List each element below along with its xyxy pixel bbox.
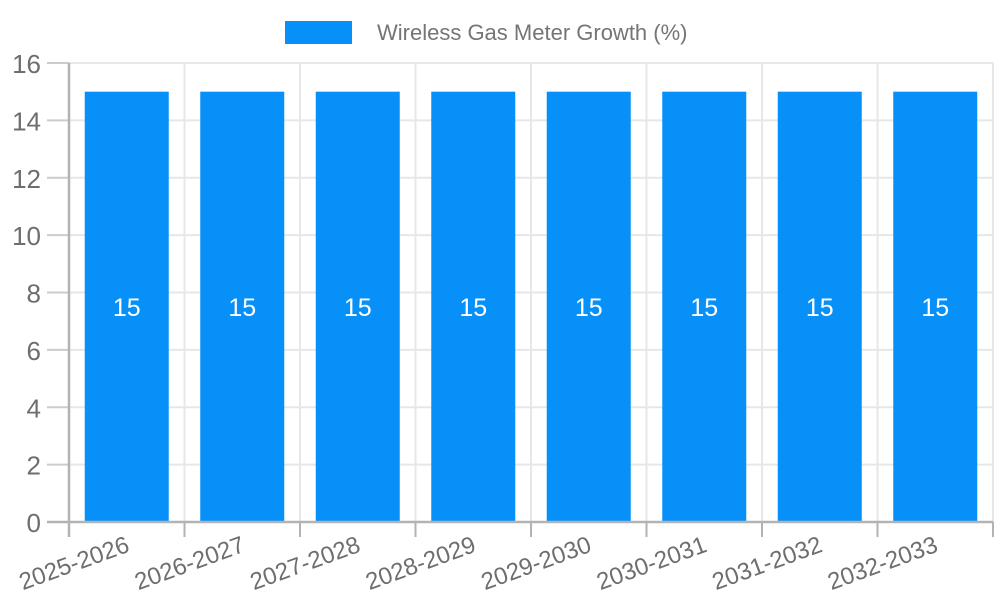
legend-label: Wireless Gas Meter Growth (%) (377, 20, 688, 45)
bar-value-label: 15 (575, 294, 603, 322)
value-labels: 15 15 15 15 15 15 15 15 (113, 294, 949, 322)
y-tick-label: 6 (27, 336, 41, 366)
bar (893, 91, 978, 522)
x-tick-label: 2032-2033 (824, 531, 941, 596)
bar-value-label: 15 (113, 294, 141, 322)
x-tick-label: 2030-2031 (593, 531, 710, 596)
x-tick-label: 2029-2030 (478, 531, 595, 596)
bar (431, 91, 516, 522)
bar-value-label: 15 (806, 294, 834, 322)
bar-value-label: 15 (921, 294, 949, 322)
y-axis-labels: 0 2 4 6 8 10 12 14 16 (12, 49, 41, 538)
chart-legend: Wireless Gas Meter Growth (%) (285, 20, 688, 45)
y-tick-label: 10 (12, 221, 41, 251)
bar-value-label: 15 (228, 294, 256, 322)
y-tick-label: 8 (27, 279, 41, 309)
x-tick-label: 2026-2027 (131, 531, 248, 596)
x-tick-label: 2031-2032 (709, 531, 826, 596)
bar (200, 91, 285, 522)
bar (662, 91, 747, 522)
bar (84, 91, 169, 522)
bar (546, 91, 631, 522)
bars (84, 91, 978, 522)
x-tick-label: 2025-2026 (16, 531, 133, 596)
bar (315, 91, 400, 522)
bar-value-label: 15 (690, 294, 718, 322)
y-tick-label: 16 (12, 49, 41, 79)
y-tick-label: 4 (27, 393, 41, 423)
legend-swatch (285, 21, 352, 44)
x-axis-labels: 2025-20262026-20272027-20282028-20292029… (16, 531, 942, 596)
bar-value-label: 15 (344, 294, 372, 322)
bar-value-label: 15 (459, 294, 487, 322)
x-tick-label: 2027-2028 (247, 531, 364, 596)
x-tick-label: 2028-2029 (362, 531, 479, 596)
axis-lines (47, 63, 993, 537)
y-tick-label: 12 (12, 164, 41, 194)
bar (777, 91, 862, 522)
y-tick-label: 0 (27, 508, 41, 538)
y-tick-label: 14 (12, 106, 41, 136)
y-tick-label: 2 (27, 451, 41, 481)
